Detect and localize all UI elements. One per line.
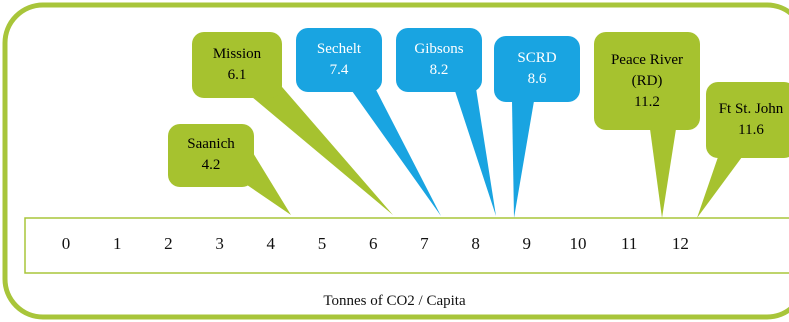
callout-pointer: [455, 82, 496, 216]
tick-label: 2: [164, 234, 173, 253]
number-line-box: [24, 217, 789, 274]
tick-label: 11: [621, 234, 638, 253]
callout-pointer: [650, 129, 676, 218]
callout-pointer: [512, 101, 534, 218]
callout-box: [192, 32, 282, 98]
callout-box: [706, 82, 789, 158]
axis-caption: Tonnes of CO2 / Capita: [323, 293, 466, 309]
callout-box: [396, 28, 482, 92]
callout-box: [296, 28, 382, 92]
tick-label: 1: [112, 234, 122, 253]
tick-label: 0: [61, 234, 71, 253]
callout-pointer: [352, 82, 441, 216]
callout-pointers: [228, 80, 742, 218]
tick-label: 8: [471, 234, 480, 253]
callout-boxes: [168, 28, 789, 187]
tick-label: 5: [317, 234, 327, 253]
tick-label: 3: [215, 234, 224, 253]
tick-label: 6: [368, 234, 378, 253]
tick-label: 7: [420, 234, 429, 253]
tick-label: 12: [671, 234, 689, 253]
callout-box: [494, 36, 580, 102]
callout-pointer: [252, 80, 393, 215]
callout-box: [594, 32, 700, 130]
callout-pointer: [697, 157, 742, 218]
callout-box: [168, 124, 254, 187]
tick-label: 4: [266, 234, 276, 253]
tick-label: 10: [569, 234, 587, 253]
tick-label: 9: [522, 234, 532, 253]
